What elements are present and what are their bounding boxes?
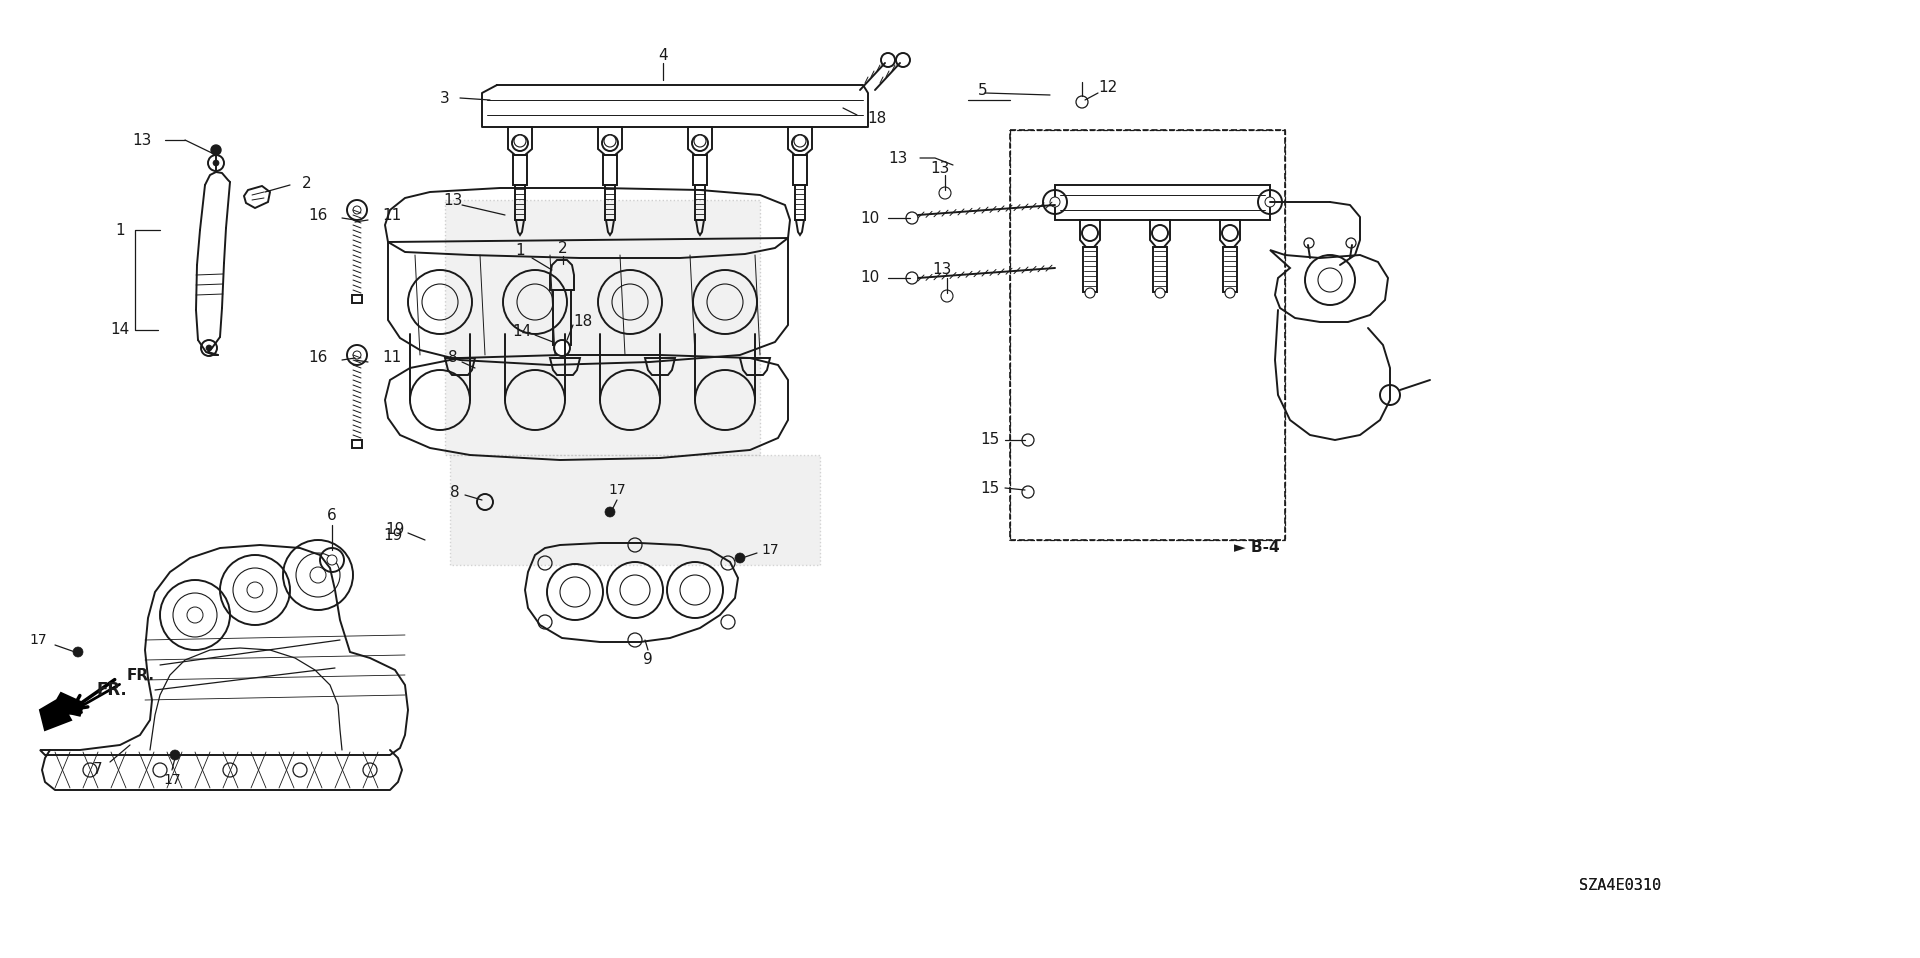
Bar: [793, 155, 806, 185]
Text: FR.: FR.: [98, 681, 129, 699]
Circle shape: [211, 145, 221, 155]
Text: 2: 2: [301, 175, 311, 191]
Bar: [1083, 247, 1096, 292]
Text: 13: 13: [933, 262, 952, 278]
Bar: [1054, 185, 1269, 220]
Text: 15: 15: [981, 481, 1000, 495]
Polygon shape: [445, 200, 760, 455]
Circle shape: [605, 507, 614, 517]
Bar: [513, 155, 526, 185]
Text: 7: 7: [94, 763, 104, 778]
Text: 11: 11: [382, 351, 401, 366]
Text: 13: 13: [931, 161, 950, 175]
Text: 9: 9: [643, 652, 653, 668]
Text: 13: 13: [889, 150, 908, 166]
Text: 5: 5: [977, 82, 987, 98]
Text: 17: 17: [29, 633, 46, 647]
Circle shape: [205, 345, 211, 351]
Text: 18: 18: [574, 314, 593, 330]
Text: 13: 13: [132, 132, 152, 148]
Text: 16: 16: [309, 351, 328, 366]
Text: 12: 12: [1098, 80, 1117, 95]
Bar: [515, 185, 524, 220]
Circle shape: [515, 135, 526, 147]
Circle shape: [353, 206, 361, 214]
Bar: [553, 290, 570, 345]
Circle shape: [171, 750, 180, 760]
Text: 10: 10: [860, 211, 879, 225]
Text: 4: 4: [659, 48, 668, 62]
Text: 8: 8: [449, 485, 459, 499]
Text: 13: 13: [444, 193, 463, 208]
Polygon shape: [67, 703, 84, 716]
Bar: [1010, 130, 1284, 540]
Text: 18: 18: [868, 110, 887, 125]
Polygon shape: [449, 455, 820, 565]
Circle shape: [353, 351, 361, 359]
Text: 17: 17: [163, 773, 180, 787]
Text: 6: 6: [326, 508, 336, 522]
Text: 3: 3: [440, 90, 449, 105]
Circle shape: [1085, 288, 1094, 298]
Bar: [795, 185, 804, 220]
Circle shape: [939, 187, 950, 199]
Circle shape: [1265, 197, 1275, 207]
Circle shape: [1050, 197, 1060, 207]
Circle shape: [941, 290, 952, 302]
Circle shape: [1225, 288, 1235, 298]
Bar: [693, 155, 707, 185]
Text: 10: 10: [860, 270, 879, 285]
Text: ► B-4: ► B-4: [1235, 540, 1281, 556]
Bar: [605, 185, 614, 220]
Text: 11: 11: [382, 208, 401, 222]
Bar: [695, 185, 705, 220]
Text: 1: 1: [115, 222, 125, 238]
Text: 16: 16: [309, 208, 328, 222]
Text: 17: 17: [609, 483, 626, 497]
Bar: [351, 295, 363, 303]
Bar: [1223, 247, 1236, 292]
Text: 8: 8: [447, 351, 457, 366]
Polygon shape: [40, 693, 83, 730]
Text: 14: 14: [513, 325, 532, 339]
Text: 19: 19: [386, 522, 405, 537]
Bar: [1154, 247, 1167, 292]
Text: 17: 17: [760, 543, 780, 557]
Bar: [351, 440, 363, 448]
Text: FR.: FR.: [127, 669, 156, 683]
Circle shape: [795, 135, 806, 147]
Text: 2: 2: [559, 240, 568, 256]
Circle shape: [1156, 288, 1165, 298]
Text: 15: 15: [981, 432, 1000, 447]
Circle shape: [555, 340, 570, 356]
Text: SZA4E0310: SZA4E0310: [1578, 878, 1661, 893]
Circle shape: [326, 555, 338, 565]
Text: 1: 1: [515, 242, 524, 258]
Circle shape: [693, 135, 707, 147]
Bar: [603, 155, 616, 185]
Circle shape: [73, 647, 83, 657]
Text: SZA4E0310: SZA4E0310: [1578, 878, 1661, 893]
Text: 14: 14: [109, 323, 131, 337]
Circle shape: [735, 553, 745, 563]
Text: 19: 19: [384, 528, 403, 542]
Circle shape: [213, 160, 219, 166]
Circle shape: [605, 135, 616, 147]
